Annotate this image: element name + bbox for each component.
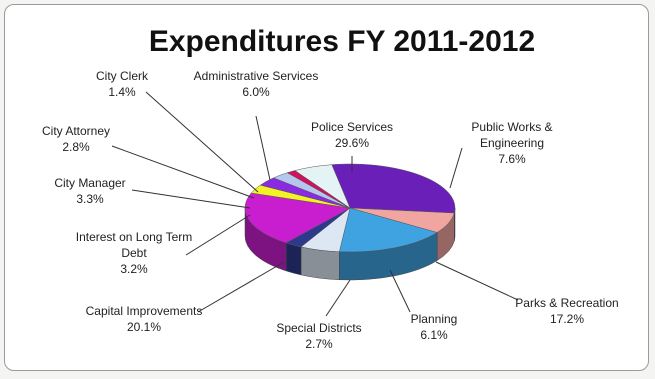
slice-label-capital-improvements: Capital Improvements 20.1% — [86, 304, 203, 334]
leader-planning — [389, 269, 411, 313]
slice-name-public-works-and-engineering: Public Works & — [471, 120, 552, 134]
slice-value-city-manager: 3.3% — [76, 192, 104, 206]
slice-name-capital-improvements: Capital Improvements — [86, 304, 203, 318]
slice-name-interest-on-long-term-debt: Debt — [121, 246, 147, 260]
leader-city-attorney — [111, 145, 255, 199]
slice-value-interest-on-long-term-debt: 3.2% — [120, 262, 148, 276]
slice-value-administrative-services: 6.0% — [242, 85, 270, 99]
slice-label-city-manager: City Manager 3.3% — [54, 176, 125, 206]
slice-value-city-clerk: 1.4% — [108, 85, 136, 99]
leader-public-works-and-engineering — [449, 147, 463, 189]
slice-name-parks-and-recreation: Parks & Recreation — [515, 296, 618, 310]
slice-name-city-clerk: City Clerk — [96, 69, 149, 83]
slice-label-interest-on-long-term-debt: Interest on Long Term Debt 3.2% — [76, 230, 193, 276]
pie-slice-capital-improvements — [244, 192, 351, 244]
pie-depth-layer — [244, 207, 456, 281]
pie-slice-parks-and-recreation — [339, 207, 438, 253]
slice-labels: Police Services 29.6% Public Works & Engine… — [42, 69, 619, 351]
slice-label-special-districts: Special Districts 2.7% — [276, 321, 361, 351]
leader-special-districts — [325, 279, 351, 317]
chart-title: Expenditures FY 2011-2012 — [149, 25, 535, 58]
slice-label-administrative-services: Administrative Services 6.0% — [194, 69, 319, 99]
leader-capital-improvements — [197, 261, 285, 313]
slice-value-city-attorney: 2.8% — [62, 140, 90, 154]
leader-administrative-services — [255, 115, 271, 181]
slice-name-city-manager: City Manager — [54, 176, 125, 190]
pie-slice-police-services — [331, 163, 456, 214]
slice-name-city-attorney: City Attorney — [42, 124, 110, 138]
slice-value-public-works-and-engineering: 7.6% — [498, 152, 526, 166]
slice-value-capital-improvements: 20.1% — [127, 320, 161, 334]
slice-value-special-districts: 2.7% — [305, 337, 333, 351]
slice-label-parks-and-recreation: Parks & Recreation 17.2% — [515, 296, 618, 326]
slice-label-planning: Planning 6.1% — [411, 312, 458, 342]
slice-label-city-attorney: City Attorney 2.8% — [42, 124, 110, 154]
slice-label-police-services: Police Services 29.6% — [311, 120, 393, 150]
slice-name-public-works-and-engineering: Engineering — [480, 136, 544, 150]
slice-name-special-districts: Special Districts — [276, 321, 361, 335]
slice-value-police-services: 29.6% — [335, 136, 369, 150]
leader-lines — [111, 91, 519, 317]
leader-city-manager — [131, 189, 251, 209]
slice-name-police-services: Police Services — [311, 120, 393, 134]
pie-slice-administrative-services — [294, 164, 351, 209]
leader-city-clerk — [145, 91, 259, 193]
pie-side-planning — [300, 246, 340, 281]
slice-name-administrative-services: Administrative Services — [194, 69, 319, 83]
slice-label-public-works-and-engineering: Public Works & Engineering 7.6% — [471, 120, 552, 166]
leader-interest-on-long-term-debt — [185, 214, 251, 256]
slice-label-city-clerk: City Clerk 1.4% — [96, 69, 149, 99]
leader-parks-and-recreation — [435, 261, 519, 301]
slice-name-planning: Planning — [411, 312, 458, 326]
slice-value-planning: 6.1% — [420, 328, 448, 342]
pie-top-layer — [244, 163, 456, 253]
slice-name-interest-on-long-term-debt: Interest on Long Term — [76, 230, 193, 244]
slice-value-parks-and-recreation: 17.2% — [550, 312, 584, 326]
pie-side-special-districts — [285, 242, 302, 276]
